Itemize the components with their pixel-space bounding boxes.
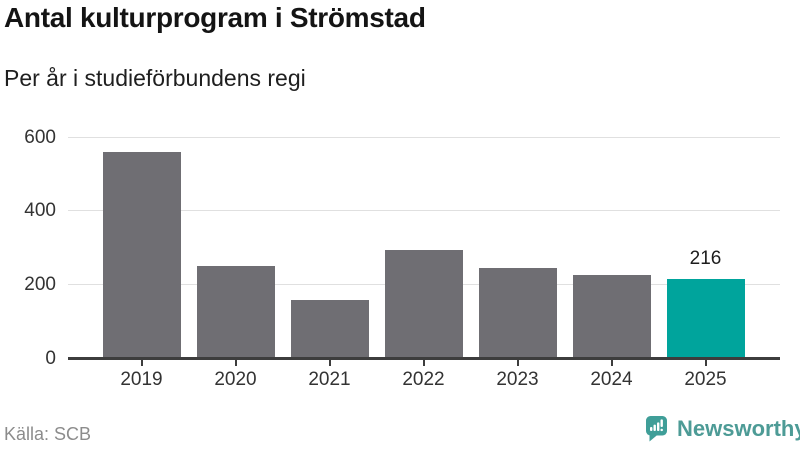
mini-bar-chart-glyph — [650, 418, 663, 431]
x-axis-label-2024: 2024 — [590, 369, 633, 390]
bar-2020 — [196, 266, 275, 359]
x-axis-tick-2020 — [234, 360, 237, 366]
y-axis-label-200: 200 — [24, 274, 56, 295]
bar-2023 — [478, 268, 557, 359]
x-axis-label-2019: 2019 — [120, 369, 163, 390]
newsworthy-wordmark: Newsworthy — [677, 416, 800, 441]
x-axis-tick-2019 — [140, 360, 143, 366]
x-axis-tick-2024 — [610, 360, 613, 366]
value-label-2025: 216 — [689, 248, 722, 269]
bar-2022 — [384, 250, 463, 359]
x-axis-label-2025: 2025 — [684, 369, 727, 390]
newsworthy-icon — [646, 415, 667, 441]
x-axis-line — [68, 357, 780, 360]
x-axis-tick-2022 — [422, 360, 425, 366]
chart-title: Antal kulturprogram i Strömstad — [4, 2, 426, 33]
x-axis-label-2021: 2021 — [308, 369, 351, 390]
source-label: Källa: SCB — [4, 424, 92, 444]
x-axis-tick-2021 — [328, 360, 331, 366]
bar-2025 — [666, 279, 745, 359]
x-axis-label-2023: 2023 — [496, 369, 539, 390]
y-axis-label-600: 600 — [24, 127, 56, 148]
x-axis-label-2022: 2022 — [402, 369, 445, 390]
bar-2021 — [290, 300, 369, 359]
gridline-600 — [68, 137, 780, 138]
speech-bubble-shape — [646, 415, 667, 441]
newsworthy-logo[interactable]: Newsworthy — [645, 414, 800, 443]
gridline-400 — [68, 210, 780, 211]
x-axis-label-2020: 2020 — [214, 369, 257, 390]
x-axis-tick-2025 — [704, 360, 707, 366]
y-axis-label-0: 0 — [45, 348, 56, 369]
y-axis-label-400: 400 — [24, 200, 56, 221]
x-axis-tick-2023 — [516, 360, 519, 366]
bar-2019 — [102, 152, 181, 359]
bar-2024 — [572, 275, 651, 359]
chart-subtitle: Per år i studieförbundens regi — [4, 65, 306, 91]
